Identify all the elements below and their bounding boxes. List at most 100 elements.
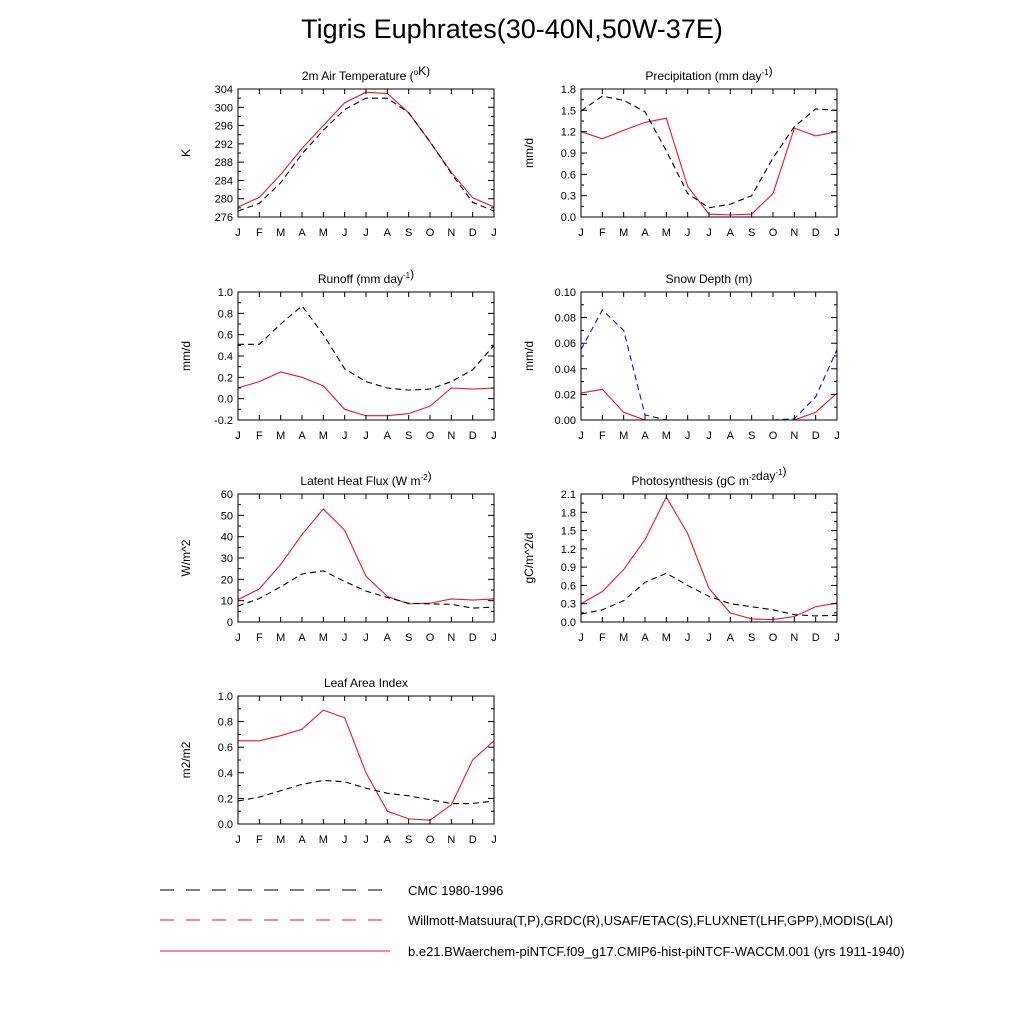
- x-tick-label: J: [706, 430, 712, 442]
- y-tick-label: 0.0: [561, 617, 576, 629]
- x-tick-label: A: [727, 632, 735, 644]
- y-tick-label: 1.0: [218, 691, 233, 703]
- chart-panels: J F M A M J J A S O N D J276280284288292296300304K2m…: [179, 64, 840, 846]
- x-tick-label: M: [276, 430, 285, 442]
- x-tick-label: J: [685, 430, 691, 442]
- chart-panel-1: J F M A M J J A S O N D J276280284288292296300304K2m…: [179, 64, 497, 239]
- x-tick-label: S: [405, 632, 412, 644]
- x-tick-label: D: [469, 227, 477, 239]
- x-tick-label: D: [812, 430, 820, 442]
- x-tick-label: S: [748, 227, 755, 239]
- x-tick-label: D: [469, 430, 477, 442]
- y-tick-label: 0.3: [561, 191, 576, 203]
- x-tick-label: N: [790, 632, 798, 644]
- plot-frame: [237, 493, 495, 623]
- x-tick-label: F: [599, 632, 606, 644]
- x-tick-label: J: [363, 227, 369, 239]
- y-tick-label: 0.6: [218, 742, 233, 754]
- x-tick-label: M: [276, 227, 285, 239]
- y-tick-label: 0.4: [218, 768, 233, 780]
- y-axis-label: mm/d: [522, 138, 536, 168]
- legend: CMC 1980-1996 Willmott-Matsuura(T,P),GRD…: [160, 883, 905, 959]
- x-tick-label: M: [619, 632, 628, 644]
- y-tick-label: 0.9: [561, 148, 576, 160]
- x-tick-label: M: [619, 430, 628, 442]
- x-tick-label: J: [578, 632, 584, 644]
- y-tick-label: 0.9: [561, 562, 576, 574]
- chart-panel-7: J F M A M J J A S O N D J0.00.20.40.60.81.0m2/m2Leaf…: [179, 676, 497, 846]
- x-tick-label: D: [469, 632, 477, 644]
- y-tick-label: 296: [215, 121, 233, 133]
- x-tick-label: F: [256, 834, 263, 846]
- series-line-cmc: [581, 95, 837, 209]
- x-tick-label: M: [319, 632, 328, 644]
- y-tick-label: 30: [221, 553, 233, 565]
- series-line-model: [581, 388, 837, 420]
- series-line-model: [581, 495, 837, 621]
- y-tick-label: 0.6: [218, 330, 233, 342]
- x-tick-label: J: [834, 430, 840, 442]
- y-tick-label: 0.2: [218, 793, 233, 805]
- x-tick-label: F: [599, 430, 606, 442]
- chart-panel-6: J F M A M J J A S O N D J0.00.30.60.91.21.51.82.1gC/…: [522, 464, 840, 644]
- x-tick-label: J: [834, 227, 840, 239]
- y-axis-label: mm/d: [522, 341, 536, 371]
- y-tick-label: 0.2: [218, 372, 233, 384]
- y-axis-label: K: [179, 149, 193, 157]
- x-tick-label: M: [662, 227, 671, 239]
- x-tick-label: M: [276, 632, 285, 644]
- y-tick-label: 1.2: [561, 127, 576, 139]
- y-tick-label: 0.00: [555, 415, 576, 427]
- x-tick-label: M: [319, 430, 328, 442]
- x-tick-label: J: [235, 430, 241, 442]
- series-line-cmc: [238, 97, 494, 212]
- x-tick-label: A: [384, 632, 392, 644]
- x-tick-label: A: [384, 430, 392, 442]
- y-tick-label: -0.2: [214, 415, 233, 427]
- y-tick-label: 1.8: [561, 507, 576, 519]
- x-tick-label: O: [426, 227, 435, 239]
- x-tick-label: N: [447, 632, 455, 644]
- x-tick-label: J: [706, 632, 712, 644]
- y-tick-label: 1.5: [561, 105, 576, 117]
- x-tick-label: S: [405, 834, 412, 846]
- x-tick-label: D: [812, 227, 820, 239]
- y-tick-label: 0.0: [218, 394, 233, 406]
- plot-frame: [237, 695, 495, 825]
- x-tick-label: O: [426, 834, 435, 846]
- y-tick-label: 0.10: [555, 287, 576, 299]
- x-tick-label: O: [769, 227, 778, 239]
- series-line-model: [238, 508, 494, 605]
- x-tick-label: J: [363, 834, 369, 846]
- x-tick-label: O: [426, 632, 435, 644]
- y-tick-label: 300: [215, 102, 233, 114]
- x-tick-label: F: [256, 632, 263, 644]
- x-tick-label: A: [727, 430, 735, 442]
- series-line-obs: [581, 309, 837, 420]
- plot-frame: [237, 291, 495, 421]
- x-tick-label: J: [491, 430, 497, 442]
- x-tick-label: S: [748, 430, 755, 442]
- plot-frame: [237, 88, 495, 218]
- y-tick-label: 288: [215, 157, 233, 169]
- y-tick-label: 0.8: [218, 717, 233, 729]
- x-tick-label: J: [235, 227, 241, 239]
- y-axis-label: mm/d: [179, 341, 193, 371]
- x-tick-label: A: [641, 632, 649, 644]
- panel-title: Precipitation (mm day-1): [645, 64, 772, 83]
- y-tick-label: 0: [227, 617, 233, 629]
- y-tick-label: 276: [215, 212, 233, 224]
- x-tick-label: F: [599, 227, 606, 239]
- y-tick-label: 280: [215, 194, 233, 206]
- x-tick-label: F: [256, 227, 263, 239]
- y-tick-label: 0.02: [555, 389, 576, 401]
- x-tick-label: A: [298, 227, 306, 239]
- x-tick-label: F: [256, 430, 263, 442]
- x-tick-label: N: [447, 430, 455, 442]
- y-tick-label: 60: [221, 489, 233, 501]
- x-tick-label: J: [491, 632, 497, 644]
- y-tick-label: 0.8: [218, 308, 233, 320]
- y-tick-label: 292: [215, 139, 233, 151]
- series-line-cmc: [581, 572, 837, 617]
